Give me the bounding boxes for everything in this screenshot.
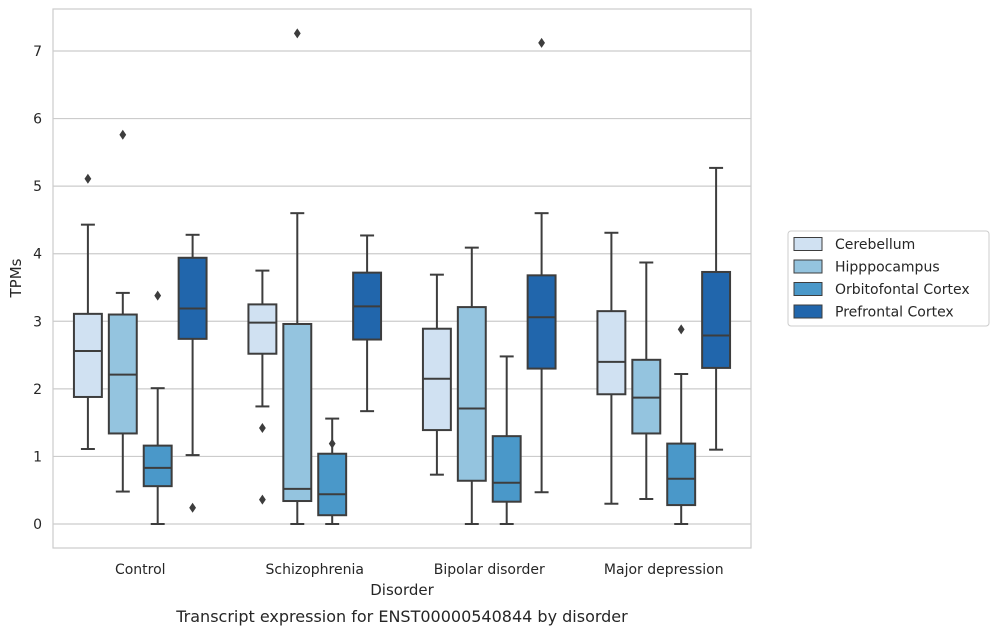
y-tick-labels: 0 1 2 3 4 5 6 7 (33, 44, 42, 533)
box-body (596, 310, 627, 396)
x-tick-label: Control (115, 562, 166, 578)
box-2-2 (491, 355, 522, 525)
plot-frame (52, 8, 752, 549)
outlier-point (328, 438, 336, 449)
box-3-0 (596, 231, 627, 505)
legend-swatch (793, 259, 823, 274)
y-tick-label: 6 (33, 112, 42, 128)
outlier-point (259, 423, 266, 434)
box-body (456, 306, 487, 482)
box-1-0 (247, 269, 278, 505)
box-body (526, 274, 557, 370)
box-body (666, 442, 697, 507)
box-3-3 (701, 166, 732, 451)
x-tick-label: Major depression (604, 562, 724, 578)
box-body (491, 435, 522, 503)
box-body (177, 256, 208, 340)
x-tick-labels: Control Schizophrenia Bipolar disorder Majo… (115, 562, 724, 578)
box-body (142, 444, 173, 488)
box-1-1 (282, 28, 313, 525)
box-body (282, 322, 313, 503)
y-tick-label: 1 (33, 449, 42, 465)
legend-label: Cerebellum (835, 237, 915, 253)
legend-swatch (793, 237, 823, 251)
box-body (72, 312, 103, 398)
box-body (631, 358, 662, 435)
box-3-2 (666, 324, 697, 525)
y-tick-label: 3 (33, 314, 42, 330)
box-body (247, 303, 278, 355)
outlier-point (677, 324, 685, 335)
box-0-1 (107, 129, 138, 493)
box-1-3 (352, 234, 383, 413)
outlier-point (293, 28, 301, 39)
y-tick-label: 7 (33, 44, 42, 60)
outlier-point (154, 290, 162, 301)
box-body (701, 270, 732, 369)
box-2-0 (421, 273, 452, 476)
box-0-2 (142, 290, 173, 525)
box-body (317, 452, 348, 517)
outlier-point (538, 37, 545, 48)
box-groups (72, 28, 732, 525)
x-tick-label: Schizophrenia (266, 562, 364, 578)
x-tick-label: Bipolar disorder (434, 562, 545, 578)
y-tick-label: 0 (33, 517, 42, 533)
outlier-point (189, 502, 196, 513)
y-tick-label: 2 (33, 382, 42, 398)
legend: Cerebellum Hipppocampus Orbitofontal Corte… (787, 230, 990, 327)
x-axis-label: Disorder (370, 581, 434, 599)
box-2-3 (526, 37, 557, 494)
box-3-1 (631, 261, 662, 500)
legend-label: Prefrontal Cortex (835, 305, 954, 321)
y-tick-label: 5 (33, 179, 42, 195)
legend-frame (787, 230, 990, 327)
legend-swatch (793, 282, 823, 296)
outlier-point (119, 129, 127, 140)
box-0-0 (72, 173, 103, 450)
chart-caption: Transcript expression for ENST0000054084… (175, 607, 628, 626)
legend-swatch (793, 304, 823, 319)
box-1-2 (317, 417, 348, 525)
box-0-3 (177, 233, 208, 513)
legend-label: Hipppocampus (835, 260, 940, 276)
legend-label: Orbitofontal Cortex (835, 282, 970, 298)
box-2-1 (456, 246, 487, 525)
outlier-point (259, 494, 266, 505)
outlier-point (84, 173, 92, 184)
y-tick-label: 4 (33, 247, 42, 263)
y-axis-label: TPMs (7, 258, 25, 298)
